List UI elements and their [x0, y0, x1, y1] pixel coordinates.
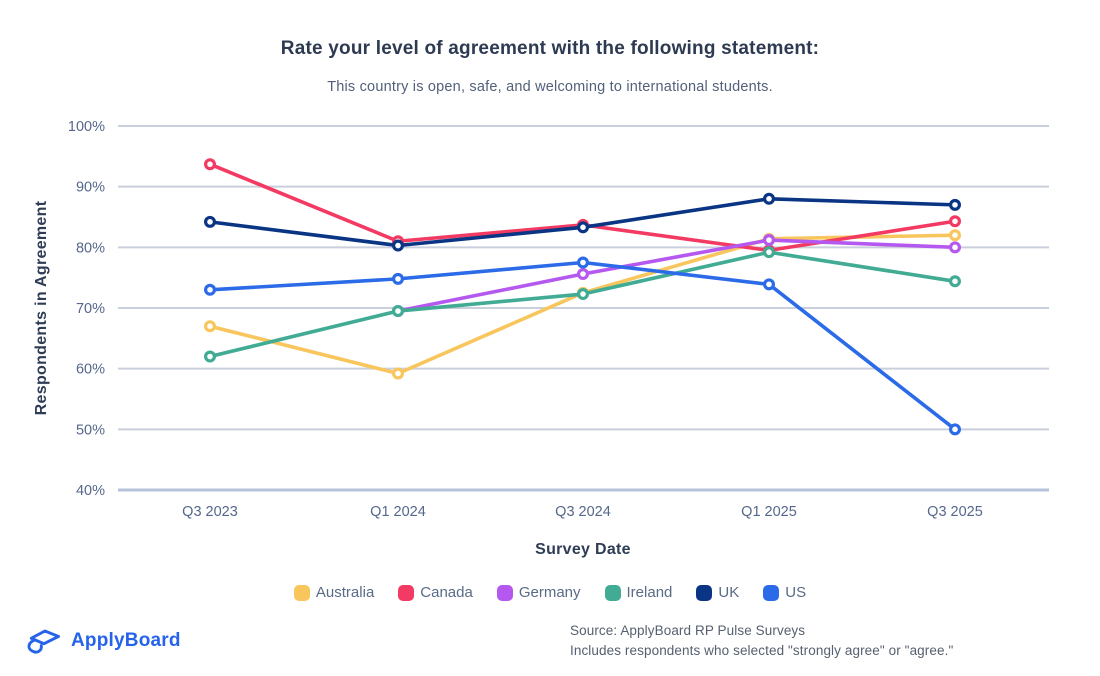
legend-label-uk: UK — [718, 584, 740, 601]
y-tick-80%: 80% — [76, 240, 105, 256]
series-line-australia — [208, 233, 957, 376]
legend-swatch-australia — [293, 584, 310, 601]
point-us-q1-2025 — [762, 278, 775, 291]
legend-label-australia: Australia — [315, 584, 375, 601]
y-tick-60%: 60% — [76, 362, 105, 378]
applyboard-logo-icon — [24, 622, 64, 660]
point-uk-q3-2023 — [204, 215, 217, 228]
point-australia-q1-2024 — [392, 367, 405, 380]
legend-swatch-canada — [398, 584, 415, 601]
applyboard-logo-text: ApplyBoard — [71, 630, 181, 651]
legend-item-australia: Australia — [293, 584, 375, 601]
x-tick-q3-2024: Q3 2024 — [555, 504, 611, 520]
point-ireland-q3-2025 — [948, 275, 961, 288]
point-us-q3-2024 — [576, 256, 589, 269]
legend-item-germany: Germany — [496, 584, 581, 601]
x-axis-title: Survey Date — [535, 541, 631, 558]
series-line-germany — [396, 238, 957, 313]
legend-label-germany: Germany — [518, 584, 581, 601]
line-chart: 100% 90% 80% 70% 60% 50% 40% Q3 2023 Q1 2024 Q3 2… — [33, 119, 1049, 558]
legend-item-canada: Canada — [398, 584, 473, 601]
y-tick-40%: 40% — [76, 483, 105, 499]
chart-legend: Australia Canada Germany Ireland UK US — [0, 584, 1100, 601]
chart-title: Rate your level of agreement with the fo… — [280, 38, 820, 59]
x-tick-q3-2023: Q3 2023 — [182, 504, 238, 520]
point-germany-q3-2024 — [576, 268, 589, 281]
y-axis-title: Respondents in Agreement — [33, 200, 50, 415]
legend-swatch-uk — [696, 584, 713, 601]
point-ireland-q3-2023 — [204, 350, 217, 363]
y-tick-50%: 50% — [76, 422, 105, 438]
point-uk-q1-2025 — [762, 192, 775, 205]
y-tick-100%: 100% — [68, 119, 105, 135]
legend-label-us: US — [785, 584, 807, 601]
source-note: Source: ApplyBoard RP Pulse Surveys Incl… — [570, 621, 953, 661]
point-canada-q3-2025 — [948, 215, 961, 228]
legend-item-us: US — [763, 584, 806, 601]
point-uk-q3-2025 — [948, 198, 961, 211]
point-ireland-q3-2024 — [576, 288, 589, 301]
legend-label-canada: Canada — [420, 584, 473, 601]
y-tick-70%: 70% — [76, 301, 105, 317]
applyboard-logo: ApplyBoard — [24, 622, 181, 660]
y-tick-90%: 90% — [76, 180, 105, 196]
point-ireland-q1-2024 — [392, 305, 405, 318]
point-canada-q3-2023 — [204, 158, 217, 171]
point-australia-q3-2025 — [948, 229, 961, 242]
x-tick-q1-2025: Q1 2025 — [741, 504, 797, 520]
legend-label-ireland: Ireland — [626, 584, 673, 601]
legend-item-uk: UK — [696, 584, 739, 601]
source-line-1: Source: ApplyBoard RP Pulse Surveys — [570, 623, 806, 638]
point-germany-q3-2025 — [948, 241, 961, 254]
legend-swatch-ireland — [604, 584, 621, 601]
legend-swatch-us — [763, 584, 780, 601]
point-us-q1-2024 — [392, 272, 405, 285]
x-tick-q3-2025: Q3 2025 — [927, 504, 983, 520]
chart-subtitle: This country is open, safe, and welcomin… — [327, 79, 773, 95]
point-uk-q1-2024 — [392, 239, 405, 252]
legend-item-ireland: Ireland — [604, 584, 673, 601]
point-australia-q3-2023 — [204, 320, 217, 333]
legend-swatch-germany — [496, 584, 513, 601]
x-tick-q1-2024: Q1 2024 — [370, 504, 426, 520]
point-us-q3-2023 — [204, 283, 217, 296]
source-line-2: Includes respondents who selected "stron… — [570, 643, 954, 658]
point-us-q3-2025 — [948, 423, 961, 436]
point-ireland-q1-2025 — [762, 246, 775, 259]
point-germany-q1-2025 — [762, 234, 775, 247]
point-uk-q3-2024 — [576, 221, 589, 234]
